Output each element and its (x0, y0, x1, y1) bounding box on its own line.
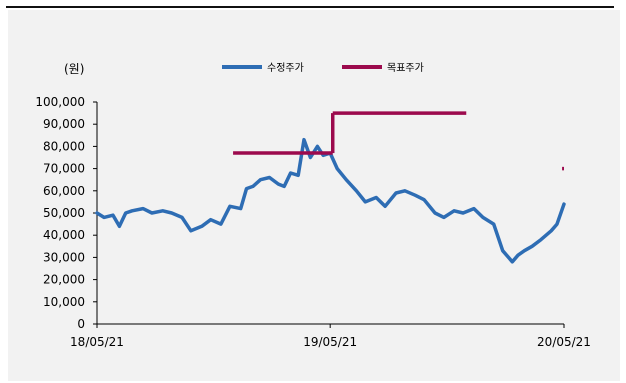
legend-label-target-price: 목표주가 (387, 62, 424, 74)
series-line-adjusted-price (95, 137, 566, 264)
legend: 수정주가 목표주가 (222, 62, 424, 74)
y-tick-label: 80,000 (43, 139, 85, 153)
legend-label-adjusted-price: 수정주가 (267, 62, 304, 74)
y-tick-label: 70,000 (43, 162, 85, 176)
y-tick-label: 0 (77, 317, 85, 331)
chart-panel (8, 10, 620, 381)
top-rule (6, 6, 614, 8)
x-tick-label: 19/05/21 (303, 335, 357, 349)
x-tick-label: 18/05/21 (70, 335, 124, 349)
y-tick-label: 30,000 (43, 250, 85, 264)
y-tick-label: 20,000 (43, 273, 85, 287)
y-tick-label: 40,000 (43, 228, 85, 242)
y-tick-label: 100,000 (35, 95, 85, 109)
y-tick-label: 50,000 (43, 206, 85, 220)
y-tick-label: 10,000 (43, 295, 85, 309)
x-tick-label: 20/05/21 (537, 335, 591, 349)
axes: 100,000 90,000 80,000 70,000 60,000 50,000 40,… (35, 95, 591, 349)
y-tick-label: 90,000 (43, 117, 85, 131)
y-unit-label: (원) (64, 62, 84, 76)
series-group (95, 111, 566, 264)
y-tick-label: 60,000 (43, 184, 85, 198)
